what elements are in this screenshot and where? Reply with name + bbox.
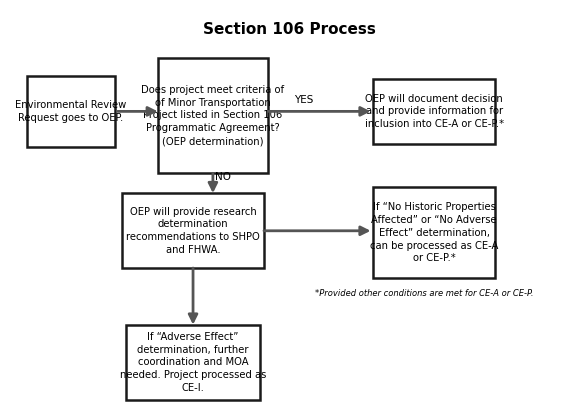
FancyBboxPatch shape [27,76,115,147]
Text: OEP will provide research
determination
recommendations to SHPO
and FHWA.: OEP will provide research determination … [126,206,260,255]
Text: *Provided other conditions are met for CE-A or CE-P.: *Provided other conditions are met for C… [315,290,533,299]
FancyBboxPatch shape [122,193,264,268]
Text: Environmental Review
Request goes to OEP.: Environmental Review Request goes to OEP… [16,100,127,123]
Text: If “No Historic Properties
Affected” or “No Adverse
Effect” determination,
can b: If “No Historic Properties Affected” or … [370,202,499,263]
Text: If “Adverse Effect”
determination, further
coordination and MOA
needed. Project : If “Adverse Effect” determination, furth… [120,332,266,393]
FancyBboxPatch shape [373,79,495,144]
FancyBboxPatch shape [126,325,260,400]
Text: Section 106 Process: Section 106 Process [203,22,376,37]
Text: Does project meet criteria of
of Minor Transportation
Project listed in Section : Does project meet criteria of of Minor T… [141,85,284,146]
Text: NO: NO [215,172,230,182]
FancyBboxPatch shape [157,58,268,173]
FancyBboxPatch shape [373,187,495,278]
Text: OEP will document decision
and provide information for
inclusion into CE-A or CE: OEP will document decision and provide i… [365,94,504,129]
Text: YES: YES [294,95,313,104]
